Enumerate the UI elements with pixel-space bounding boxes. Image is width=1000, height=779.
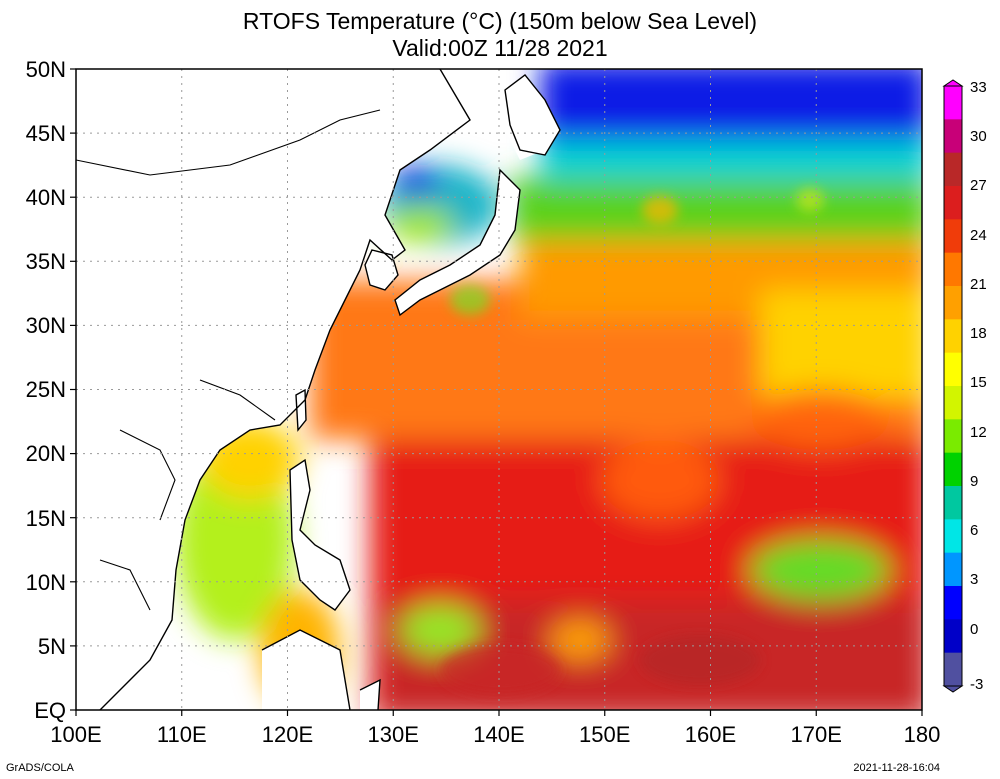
temperature-field bbox=[76, 69, 922, 710]
colorbar-swatch bbox=[944, 352, 962, 387]
chart-title: RTOFS Temperature (°C) (150m below Sea L… bbox=[242, 8, 758, 34]
colorbar bbox=[942, 79, 964, 693]
lat-label: 15N bbox=[26, 506, 66, 531]
colorbar-swatch bbox=[944, 219, 962, 254]
lon-label: 130E bbox=[368, 722, 419, 747]
colorbar-swatch bbox=[944, 586, 962, 620]
colorbar-label: -3 bbox=[970, 676, 983, 693]
colorbar-bottom-cap bbox=[942, 685, 964, 693]
lat-label: 30N bbox=[26, 313, 66, 338]
footer-timestamp: 2021-11-28-16:04 bbox=[853, 762, 940, 774]
colorbar-swatch bbox=[944, 186, 962, 220]
lat-label: 40N bbox=[26, 185, 66, 210]
colorbar-swatch bbox=[944, 452, 962, 487]
lon-label: 160E bbox=[685, 722, 736, 747]
colorbar-swatch bbox=[944, 152, 962, 187]
lon-label: 180 bbox=[904, 722, 941, 747]
colorbar-label: 3 bbox=[970, 571, 978, 588]
colorbar-swatch bbox=[944, 319, 962, 354]
colorbar-swatch bbox=[944, 419, 962, 454]
colorbar-label: 30 bbox=[970, 128, 987, 145]
colorbar-labels: 33 30 27 24 21 18 15 12 9 6 3 0 -3 bbox=[970, 79, 987, 693]
colorbar-swatch bbox=[944, 486, 962, 520]
colorbar-label: 15 bbox=[970, 374, 987, 391]
lon-label: 110E bbox=[157, 722, 207, 747]
lat-ticks bbox=[70, 68, 76, 711]
gridlines bbox=[76, 69, 922, 710]
lat-label: 5N bbox=[38, 634, 66, 659]
lon-label: 100E bbox=[50, 722, 101, 747]
lon-label: 120E bbox=[262, 722, 313, 747]
colorbar-swatch bbox=[944, 552, 962, 587]
chart-subtitle: Valid:00Z 11/28 2021 bbox=[392, 35, 608, 61]
coastlines bbox=[76, 69, 561, 710]
lat-label: 20N bbox=[26, 441, 66, 466]
colorbar-label: 12 bbox=[970, 424, 987, 441]
lat-label: 35N bbox=[26, 249, 66, 274]
colorbar-swatch bbox=[944, 386, 962, 420]
colorbar-frame bbox=[943, 85, 963, 687]
lat-label: EQ bbox=[34, 698, 66, 723]
colorbar-swatch bbox=[944, 619, 962, 654]
colorbar-swatch bbox=[944, 119, 962, 154]
lat-labels: 50N 45N 40N 35N 30N 25N 20N 15N 10N 5N E… bbox=[26, 57, 66, 723]
lon-label: 140E bbox=[473, 722, 524, 747]
colorbar-swatch bbox=[944, 519, 962, 554]
colorbar-label: 21 bbox=[970, 276, 987, 293]
colorbar-swatch bbox=[944, 252, 962, 287]
lon-label: 150E bbox=[579, 722, 630, 747]
colorbar-swatch bbox=[944, 286, 962, 320]
lat-label: 10N bbox=[26, 570, 66, 595]
footer-credit: GrADS/COLA bbox=[6, 762, 74, 774]
lat-label: 25N bbox=[26, 377, 66, 402]
lat-label: 45N bbox=[26, 121, 66, 146]
lon-label: 170E bbox=[791, 722, 842, 747]
lon-labels: 100E 110E 120E 130E 140E 150E 160E 170E … bbox=[50, 722, 940, 747]
lat-label: 50N bbox=[26, 57, 66, 82]
colorbar-top-cap bbox=[942, 79, 964, 87]
colorbar-label: 24 bbox=[970, 227, 987, 244]
colorbar-label: 9 bbox=[970, 473, 978, 490]
colorbar-label: 18 bbox=[970, 325, 987, 342]
colorbar-label: 6 bbox=[970, 522, 978, 539]
colorbar-label: 27 bbox=[970, 177, 987, 194]
lon-ticks bbox=[75, 710, 923, 716]
colorbar-label: 33 bbox=[970, 79, 987, 96]
colorbar-swatch bbox=[944, 652, 962, 687]
colorbar-label: 0 bbox=[970, 621, 978, 638]
colorbar-swatch bbox=[944, 86, 962, 120]
